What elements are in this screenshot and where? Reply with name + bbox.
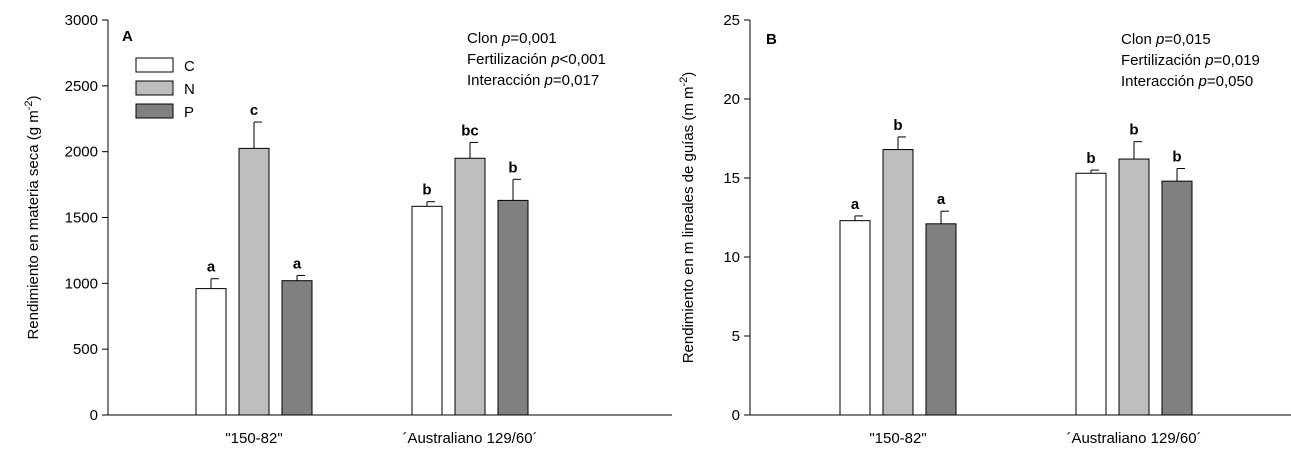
y-axis-label: Rendimiento en m lineales de guías (m m-… [678,72,697,364]
y-tick-label: 1500 [65,210,98,227]
significance-letter: b [1086,150,1095,167]
y-tick-label: 0 [90,407,98,424]
y-axis-label: Rendimiento en materia seca (g m-2) [23,95,42,339]
chart-panel-a: 0 500 1000 1500 2000 2500 3000 "150-82" ´Austral… [23,12,672,447]
legend-label: P [184,104,194,121]
y-tick-label: 15 [723,170,740,187]
stat-line: Interacción p=0,017 [467,72,599,89]
y-tick-label: 20 [723,91,740,108]
bar-n [1118,158,1150,416]
y-tick-label: 2500 [65,78,98,95]
significance-letter: b [422,182,431,199]
legend-swatch-p [135,103,174,119]
significance-letter: a [293,255,302,272]
y-tick-label: 2000 [65,144,98,161]
stat-line: Clon p=0,001 [467,30,557,47]
stat-line: Fertilización p=0,019 [1121,52,1260,69]
bar-n [882,149,914,416]
significance-letter: c [250,102,258,119]
legend: CNP [135,57,195,121]
x-category-label: "150-82" [225,430,282,447]
y-tick-label: 1000 [65,275,98,292]
significance-letter: a [207,259,216,276]
bar-p [497,199,529,416]
bar-n [238,147,270,416]
legend-label: N [184,81,195,98]
stat-line: Fertilización p<0,001 [467,51,606,68]
panel-label: B [766,31,777,48]
bar-c [1075,172,1107,416]
significance-letter: b [893,117,902,134]
y-tick-label: 3000 [65,12,98,29]
significance-letter: a [851,196,860,213]
significance-letter: b [1172,149,1181,166]
stat-line: Clon p=0,015 [1121,31,1211,48]
legend-swatch-c [135,57,174,73]
significance-letter: b [1129,122,1138,139]
y-tick-label: 5 [732,328,740,345]
y-tick-label: 0 [732,407,740,424]
y-tick-label: 25 [723,12,740,29]
bar-c [195,288,227,416]
significance-letter: bc [461,122,479,139]
x-category-label: "150-82" [869,430,926,447]
legend-label: C [184,58,195,75]
bar-n [454,157,486,416]
y-tick-label: 500 [73,341,98,358]
bar-p [1161,180,1193,416]
bar-c [411,205,443,416]
panel-label: A [122,28,133,45]
x-category-label: ´Australiano 129/60´ [402,430,537,447]
significance-letter: a [937,191,946,208]
bar-c [839,220,871,416]
stat-line: Interacción p=0,050 [1121,73,1253,90]
y-tick-label: 10 [723,249,740,266]
bar-p [281,280,313,416]
significance-letter: b [508,159,517,176]
legend-swatch-n [135,80,174,96]
bar-p [925,223,957,416]
x-category-label: ´Australiano 129/60´ [1066,430,1201,447]
chart-panel-b: 0 5 10 15 20 25 "150-82" ´Australiano 129/60´ a b… [678,12,1291,447]
